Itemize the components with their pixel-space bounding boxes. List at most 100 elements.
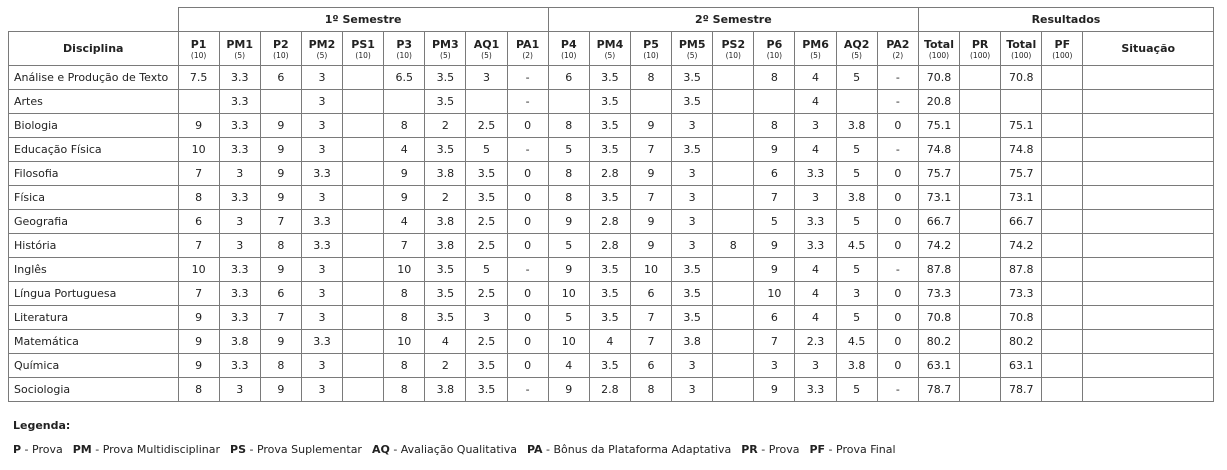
grade-cell (1082, 233, 1214, 258)
column-max-score: (10) (273, 50, 289, 60)
grade-cell: 3.5 (588, 65, 631, 90)
table-row: Artes 3.3 3 3.5-3.5 3.5 4-20.8 (8, 89, 1214, 114)
grade-cell: 10 (629, 257, 673, 282)
grade-cell: 5 (835, 209, 878, 234)
grade-cell: 8 (547, 161, 590, 186)
grade-cell: 0 (876, 209, 919, 234)
grade-cell (1041, 113, 1084, 138)
grade-cell: 3.3 (218, 113, 261, 138)
grade-cell (383, 89, 426, 114)
grade-cell: 0 (876, 281, 919, 306)
grade-cell (1082, 89, 1214, 114)
semester1-header: 1º Semestre (177, 7, 549, 32)
column-name: P6 (766, 37, 783, 51)
grade-cell: 3 (300, 185, 344, 210)
column-max-score: (100) (1011, 50, 1032, 60)
grade-cell: 2 (424, 185, 467, 210)
grade-cell: 9 (753, 377, 796, 402)
grade-cell (1082, 161, 1214, 186)
legend-abbr: PS (230, 443, 246, 456)
grade-cell (1082, 281, 1214, 306)
grade-cell (1041, 65, 1084, 90)
column-name: P5 (643, 37, 659, 51)
grades-body: Análise e Produção de Texto 7.5 3.3 6 3 6.5 3.… (8, 65, 1214, 402)
column-header-p2-3: P2 (10) (259, 31, 302, 66)
grade-cell: 3.5 (671, 257, 714, 282)
grade-cell: 3 (671, 353, 714, 378)
grade-cell: 0 (876, 353, 919, 378)
subject-name: História (8, 233, 179, 258)
grade-cell: 3.5 (424, 89, 467, 114)
table-row: Literatura 9 3.3 7 3 8 3.5 3 0 5 3.5 7 3.5 6 4 5 0 70.8 70… (8, 305, 1214, 330)
grade-cell: 9 (629, 233, 673, 258)
grade-cell: 3.5 (588, 113, 631, 138)
column-header-ps1-5: PS1 (10) (342, 31, 385, 66)
grade-cell: 3.5 (671, 65, 714, 90)
table-row: Educação Física 10 3.3 9 3 4 3.5 5-5 3.5 7 3.5 9 4 5-… (8, 137, 1214, 162)
grade-cell: 0 (876, 113, 919, 138)
subject-name: Literatura (8, 305, 179, 330)
legend: P - Prova PM - Prova Multidisciplinar PS -… (13, 443, 906, 456)
results-header: Resultados (917, 7, 1215, 32)
grade-cell: 0 (506, 329, 549, 354)
grade-cell: 70.8 (917, 305, 961, 330)
grade-cell: 4 (424, 329, 467, 354)
grade-cell: 9 (259, 257, 302, 282)
grade-cell: 3.5 (424, 137, 467, 162)
grade-cell: 9 (259, 377, 302, 402)
table-row: Química 9 3.3 8 3 8 2 3.5 0 4 3.5 6 3 3 3 3.8 0 63.1 63.1 (8, 353, 1214, 378)
grade-cell: 3 (835, 281, 878, 306)
column-max-score: (100) (970, 50, 991, 60)
grade-cell (342, 305, 385, 330)
grade-cell: 3.3 (218, 353, 261, 378)
grade-cell: - (876, 377, 919, 402)
grade-cell: 0 (506, 185, 549, 210)
grade-cell (342, 377, 385, 402)
grade-cell: 7 (177, 233, 220, 258)
grade-cell (959, 113, 1002, 138)
grade-cell: 3.3 (218, 281, 261, 306)
grade-cell (342, 233, 385, 258)
grade-cell: 3.5 (588, 137, 631, 162)
column-max-score: (5) (686, 50, 698, 60)
grade-cell: 4 (794, 281, 837, 306)
grade-cell: 74.2 (917, 233, 961, 258)
semester2-header: 2º Semestre (547, 7, 919, 32)
grade-cell (342, 257, 385, 282)
grade-cell (712, 185, 755, 210)
column-name: PA2 (886, 37, 910, 51)
column-name: PS1 (351, 37, 375, 51)
grade-cell (712, 113, 755, 138)
grade-cell: - (506, 377, 549, 402)
column-header-aq2-17: AQ2 (5) (835, 31, 878, 66)
grade-cell: 8 (629, 65, 673, 90)
grade-cell: 5 (835, 377, 878, 402)
grade-cell (547, 89, 590, 114)
grade-cell: 3.5 (424, 257, 467, 282)
grade-cell (1082, 353, 1214, 378)
legend-item: PM - Prova Multidisciplinar (73, 443, 220, 456)
grade-cell (959, 305, 1002, 330)
grade-cell: 10 (547, 281, 590, 306)
grade-cell (959, 257, 1002, 282)
grade-cell: 6 (753, 305, 796, 330)
grade-cell: 2.8 (588, 377, 631, 402)
grade-cell: 3.8 (424, 377, 467, 402)
grade-cell: 8 (753, 113, 796, 138)
grade-cell: 9 (629, 209, 673, 234)
grade-cell: - (506, 65, 549, 90)
column-name: P4 (560, 37, 577, 51)
grade-cell: 73.1 (917, 185, 961, 210)
column-header-pf-22: PF (100) (1041, 31, 1084, 66)
grade-cell: 3.5 (671, 305, 714, 330)
grade-cell (342, 161, 385, 186)
grade-cell: 3.3 (218, 137, 261, 162)
grade-cell: 87.8 (1000, 257, 1043, 282)
grade-cell: 73.1 (1000, 185, 1043, 210)
grade-cell: 3 (671, 233, 714, 258)
grade-cell: 4 (794, 257, 837, 282)
grade-cell: 5 (547, 137, 590, 162)
grade-cell: 4 (588, 329, 631, 354)
grade-cell: 80.2 (1000, 329, 1043, 354)
subject-name: Artes (8, 89, 179, 114)
